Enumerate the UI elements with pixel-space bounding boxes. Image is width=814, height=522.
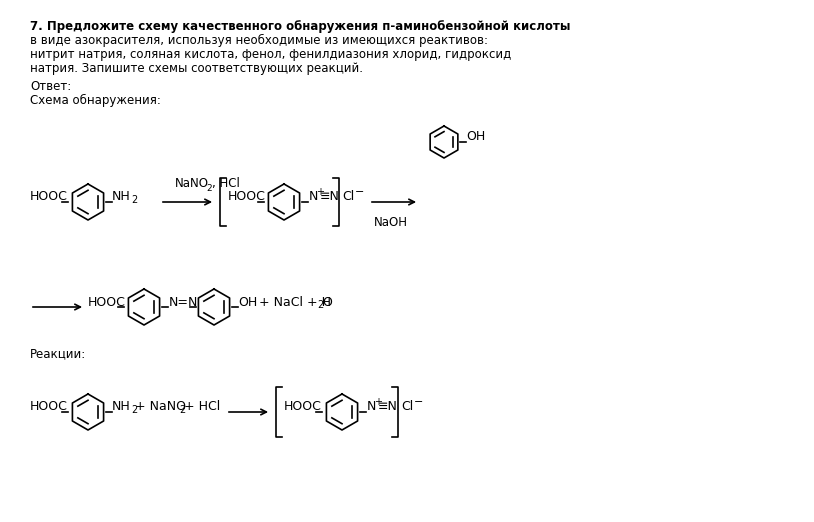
- Text: нитрит натрия, соляная кислота, фенол, фенилдиазония хлорид, гидроксид: нитрит натрия, соляная кислота, фенол, ф…: [30, 48, 511, 61]
- Text: Реакции:: Реакции:: [30, 347, 86, 360]
- Text: Cl: Cl: [342, 191, 354, 204]
- Text: 2: 2: [131, 195, 138, 205]
- Text: N=N: N=N: [169, 295, 199, 309]
- Text: 2: 2: [179, 405, 186, 415]
- Text: ≡N: ≡N: [378, 400, 398, 413]
- Text: HOOC: HOOC: [30, 191, 68, 204]
- Text: Схема обнаружения:: Схема обнаружения:: [30, 94, 161, 107]
- Text: +: +: [374, 397, 382, 407]
- Text: Cl: Cl: [401, 400, 414, 413]
- Text: NH: NH: [112, 191, 131, 204]
- Text: Ответ:: Ответ:: [30, 80, 72, 93]
- Text: +: +: [316, 187, 324, 197]
- Text: в виде азокрасителя, используя необходимые из имеющихся реактивов:: в виде азокрасителя, используя необходим…: [30, 34, 488, 47]
- Text: −: −: [355, 187, 365, 197]
- Text: 2: 2: [206, 184, 212, 193]
- Text: N: N: [367, 400, 376, 413]
- Text: −: −: [414, 397, 423, 407]
- Text: HOOC: HOOC: [284, 400, 322, 413]
- Text: NaNO: NaNO: [175, 177, 209, 190]
- Text: + HCl: + HCl: [184, 400, 221, 413]
- Text: 7. Предложите схему качественного обнаружения п-аминобензойной кислоты: 7. Предложите схему качественного обнару…: [30, 20, 571, 33]
- Text: , HCl: , HCl: [212, 177, 240, 190]
- Text: HOOC: HOOC: [88, 295, 126, 309]
- Text: HOOC: HOOC: [228, 191, 266, 204]
- Text: 2: 2: [317, 300, 323, 310]
- Text: OH: OH: [466, 130, 485, 144]
- Text: NaOH: NaOH: [374, 216, 408, 229]
- Text: ≡N: ≡N: [320, 191, 340, 204]
- Text: натрия. Запишите схемы соответствующих реакций.: натрия. Запишите схемы соответствующих р…: [30, 62, 363, 75]
- Text: HOOC: HOOC: [30, 400, 68, 413]
- Text: OH: OH: [238, 295, 257, 309]
- Text: NH: NH: [112, 400, 131, 413]
- Text: + NaCl + H: + NaCl + H: [259, 295, 331, 309]
- Text: N: N: [309, 191, 318, 204]
- Text: O: O: [322, 295, 332, 309]
- Text: + NaNO: + NaNO: [135, 400, 186, 413]
- Text: 2: 2: [131, 405, 138, 415]
